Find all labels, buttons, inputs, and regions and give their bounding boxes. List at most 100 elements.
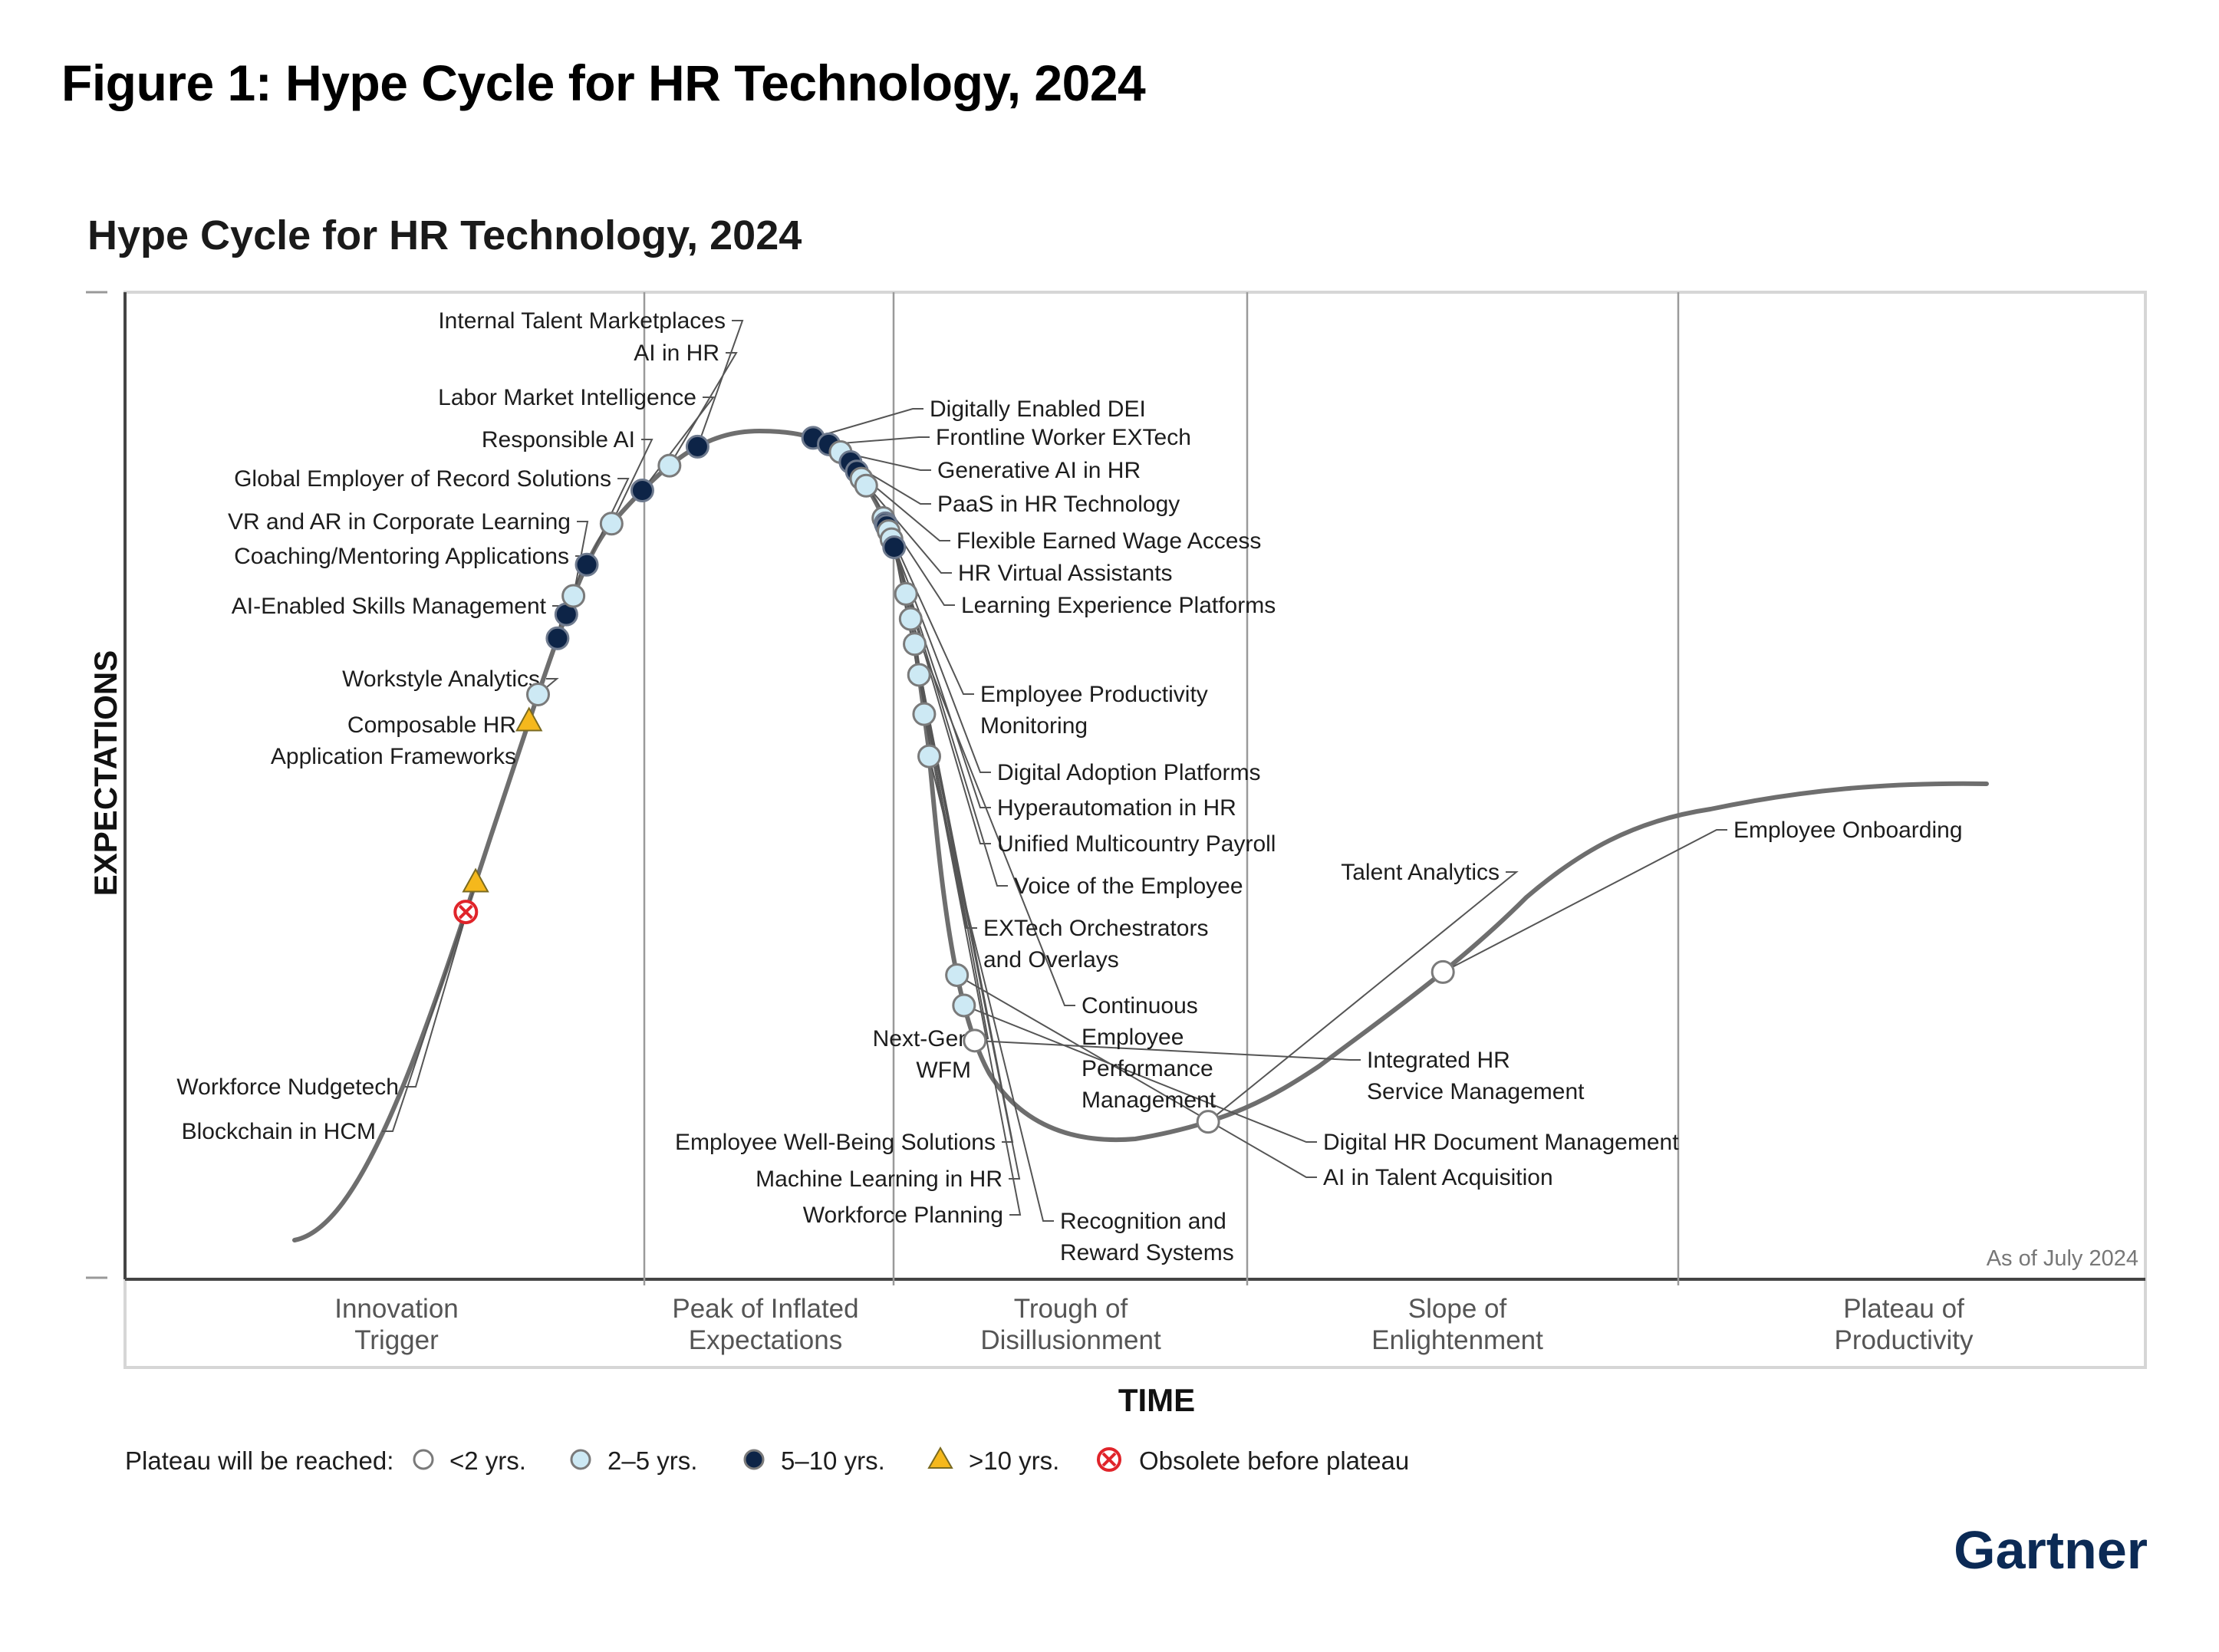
legend-label-gt10: >10 yrs. <box>969 1446 1059 1475</box>
point-marker-ai-enabled-skills-management <box>545 626 570 650</box>
point-label-vr-and-ar-in-corporate-learning: VR and AR in Corporate Learning <box>228 509 571 535</box>
point-marker-ai-in-hr <box>657 453 682 478</box>
point-label-employee-productivity-monitoring: Employee Productivity Monitoring <box>980 682 1208 739</box>
point-label-unified-multicountry-payroll: Unified Multicountry Payroll <box>997 831 1276 857</box>
point-label-hyperautomation-in-hr: Hyperautomation in HR <box>997 795 1236 821</box>
leader-line-blockchain-in-hcm <box>382 911 467 1132</box>
leader-line-integrated-hr-service-management <box>974 1039 1361 1061</box>
leader-line-workforce-planning <box>923 713 1022 1216</box>
x-axis-title: TIME <box>1118 1382 1195 1418</box>
leader-line-digitally-enabled-dei <box>812 408 923 439</box>
point-marker-integrated-hr-service-management <box>963 1028 987 1053</box>
point-label-voice-of-the-employee: Voice of the Employee <box>1014 874 1243 899</box>
point-label-workforce-planning: Workforce Planning <box>803 1203 1003 1228</box>
point-marker-composable-hr-application-frameworks <box>515 706 543 732</box>
legend-label-obsolete: Obsolete before plateau <box>1139 1446 1409 1475</box>
point-marker-blockchain-in-hcm <box>453 900 479 925</box>
phase-label-innovation-trigger-1: Innovation <box>334 1294 459 1324</box>
point-marker-talent-analytics <box>1196 1110 1220 1134</box>
point-marker-recognition-and-reward-systems <box>917 744 942 768</box>
phase-label-slope-1: Slope of <box>1408 1294 1507 1324</box>
legend-label-5to10: 5–10 yrs. <box>781 1446 885 1475</box>
point-label-flexible-earned-wage-access: Flexible Earned Wage Access <box>956 528 1261 554</box>
leader-line-generative-ai-in-hr <box>840 451 931 471</box>
leader-line-recognition-and-reward-systems <box>928 755 1054 1222</box>
phase-label-trough-2: Disillusionment <box>980 1325 1161 1355</box>
point-marker-machine-learning-in-hr <box>907 663 931 687</box>
legend-marker-5to10 <box>743 1449 765 1470</box>
point-marker-labor-market-intelligence <box>630 479 654 503</box>
point-label-integrated-hr-service-management: Integrated HR Service Management <box>1367 1048 1585 1104</box>
point-label-global-employer-of-record-solutions: Global Employer of Record Solutions <box>234 466 611 492</box>
point-label-continuous-employee-performance-management: Continuous Employee Performance Management <box>1082 993 1216 1113</box>
leader-line-talent-analytics <box>1207 871 1519 1123</box>
legend-marker-gt10 <box>927 1446 953 1469</box>
point-label-next-gen-wfm: Next-Gen WFM <box>873 1026 971 1083</box>
point-label-hr-virtual-assistants: HR Virtual Assistants <box>958 561 1173 586</box>
point-label-internal-talent-marketplaces: Internal Talent Marketplaces <box>438 308 726 334</box>
leader-line-paas-in-hr-technology <box>850 461 931 505</box>
point-label-ai-enabled-skills-management: AI-Enabled Skills Management <box>232 594 547 619</box>
point-marker-digital-hr-document-management <box>952 993 976 1018</box>
point-label-digitally-enabled-dei: Digitally Enabled DEI <box>930 397 1146 422</box>
point-label-composable-hr-application-frameworks: Composable HR Application Frameworks <box>271 712 516 769</box>
point-label-extech-orchestrators-and-overlays: EXTech Orchestrators and Overlays <box>983 916 1208 972</box>
phase-label-plateau-1: Plateau of <box>1843 1294 1964 1324</box>
phase-labels: Innovation Trigger Peak of Inflated Expe… <box>334 1294 1974 1355</box>
phase-label-plateau-2: Productivity <box>1835 1325 1974 1355</box>
leader-line-digital-hr-document-management <box>963 1005 1317 1143</box>
point-marker-workstyle-analytics <box>525 682 550 706</box>
point-marker-extech-orchestrators-and-overlays <box>882 535 907 560</box>
leader-line-machine-learning-in-hr <box>918 674 1021 1180</box>
point-label-employee-well-being-solutions: Employee Well-Being Solutions <box>675 1130 996 1155</box>
phase-label-slope-2: Enlightenment <box>1371 1325 1543 1355</box>
legend-title: Plateau will be reached: <box>125 1446 393 1475</box>
point-marker-vr-and-ar-in-corporate-learning <box>561 584 586 608</box>
leader-line-internal-talent-marketplaces <box>696 320 744 447</box>
leader-line-workforce-nudgetech <box>405 882 477 1088</box>
point-label-frontline-worker-extech: Frontline Worker EXTech <box>936 425 1191 450</box>
leader-line-frontline-worker-extech <box>828 436 930 446</box>
point-markers <box>453 426 1455 1134</box>
leader-line-flexible-earned-wage-access <box>856 470 950 541</box>
point-marker-learning-experience-platforms <box>854 473 878 498</box>
point-label-employee-onboarding: Employee Onboarding <box>1733 818 1963 843</box>
point-label-machine-learning-in-hr: Machine Learning in HR <box>756 1167 1003 1192</box>
point-label-blockchain-in-hcm: Blockchain in HCM <box>182 1119 376 1144</box>
gartner-logo: Gartner <box>1954 1520 2148 1580</box>
point-label-responsible-ai: Responsible AI <box>482 427 635 452</box>
legend-label-lt2: <2 yrs. <box>449 1446 526 1475</box>
point-marker-workforce-planning <box>912 702 937 726</box>
leader-line-ai-in-talent-acquisition <box>956 974 1317 1178</box>
point-label-generative-ai-in-hr: Generative AI in HR <box>937 458 1141 483</box>
point-label-ai-in-hr: AI in HR <box>634 341 719 366</box>
point-marker-next-gen-wfm <box>894 581 918 606</box>
legend-label-2to5: 2–5 yrs. <box>607 1446 697 1475</box>
point-label-talent-analytics: Talent Analytics <box>1341 860 1500 885</box>
point-marker-internal-talent-marketplaces <box>685 434 709 459</box>
point-marker-workforce-nudgetech <box>462 867 489 893</box>
point-label-workforce-nudgetech: Workforce Nudgetech <box>176 1074 399 1100</box>
point-marker-ai-in-talent-acquisition <box>945 963 970 987</box>
point-marker-employee-onboarding <box>1430 959 1455 984</box>
point-label-paas-in-hr-technology: PaaS in HR Technology <box>937 492 1180 517</box>
legend-marker-obsolete <box>1097 1447 1121 1472</box>
point-marker-employee-well-being-solutions <box>903 632 927 657</box>
point-label-digital-adoption-platforms: Digital Adoption Platforms <box>997 760 1261 785</box>
legend-marker-lt2 <box>413 1449 434 1470</box>
legend-marker-2to5 <box>570 1449 591 1470</box>
point-label-recognition-and-reward-systems: Recognition and Reward Systems <box>1060 1209 1234 1265</box>
point-marker-continuous-employee-performance-management <box>898 607 923 631</box>
point-label-ai-in-talent-acquisition: AI in Talent Acquisition <box>1323 1165 1553 1190</box>
point-labels: Blockchain in HCM Workforce Nudgetech Comp… <box>176 308 1962 1265</box>
point-label-workstyle-analytics: Workstyle Analytics <box>342 666 540 692</box>
leader-line-global-employer-of-record-solutions <box>586 478 630 565</box>
point-marker-responsible-ai <box>599 512 624 536</box>
legend: Plateau will be reached: <2 yrs. 2–5 yrs… <box>125 1446 1409 1475</box>
y-axis-title: EXPECTATIONS <box>87 650 123 896</box>
point-label-learning-experience-platforms: Learning Experience Platforms <box>961 593 1276 618</box>
point-label-coaching-mentoring-applications: Coaching/Mentoring Applications <box>234 544 569 569</box>
phase-label-trough-1: Trough of <box>1014 1294 1128 1324</box>
leader-line-continuous-employee-performance-management <box>910 618 1075 1006</box>
leader-line-responsible-ai <box>611 439 654 525</box>
